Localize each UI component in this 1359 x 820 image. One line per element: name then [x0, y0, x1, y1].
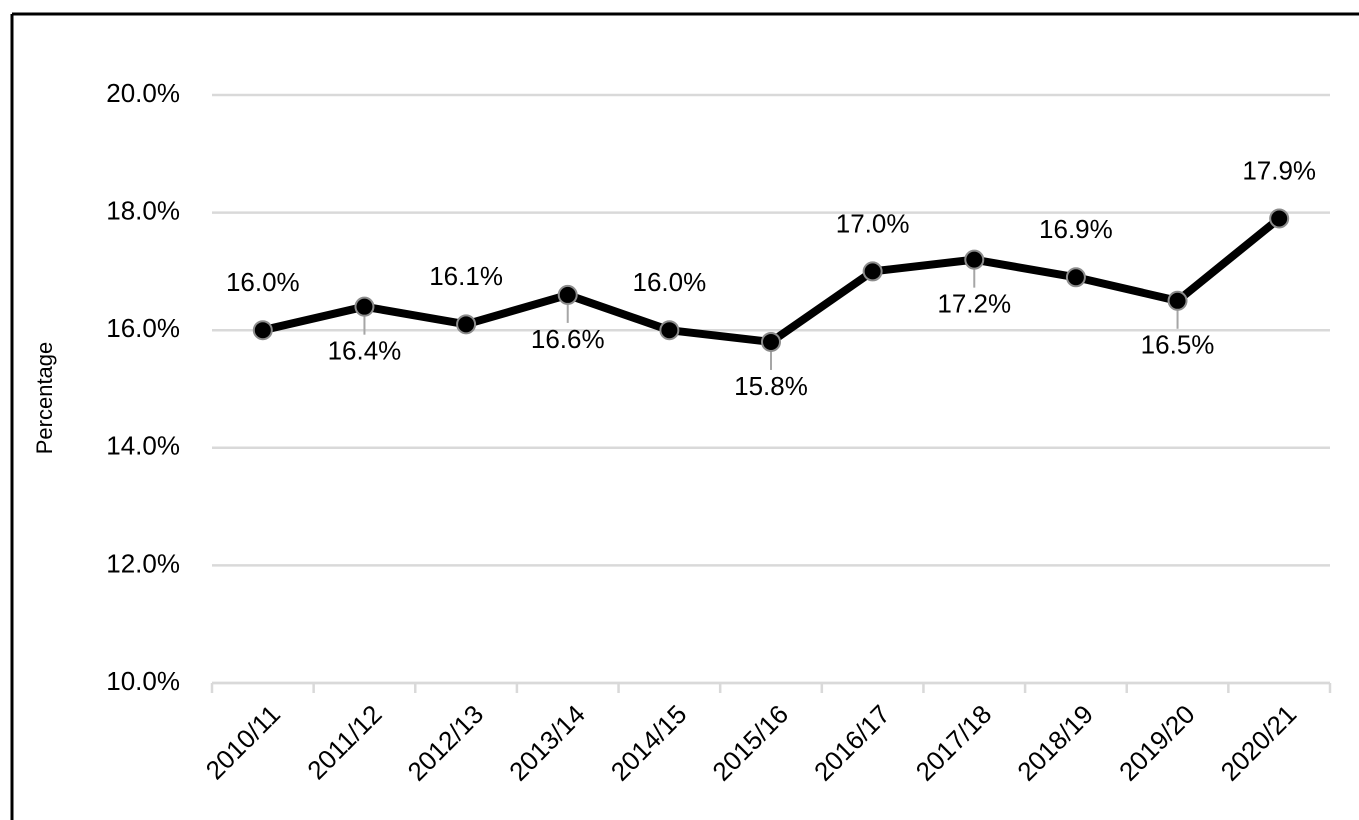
line	[261, 215, 1282, 346]
y-axis-label: Percentage	[32, 342, 57, 455]
x-tick-label: 2018/19	[1011, 699, 1099, 787]
data-label: 15.8%	[734, 371, 808, 401]
x-tick-label: 2010/11	[200, 699, 286, 785]
y-tick-label: 12.0%	[106, 548, 180, 578]
data-label: 16.5%	[1141, 330, 1215, 360]
x-tick-label: 2013/14	[503, 699, 591, 787]
marker	[964, 249, 985, 270]
data-label: 16.6%	[531, 324, 605, 354]
y-tick-label: 20.0%	[106, 78, 180, 108]
x-tick-label: 2012/13	[402, 699, 490, 787]
marker	[862, 261, 883, 282]
x-tick-label: 2017/18	[910, 699, 998, 787]
marker	[659, 320, 680, 341]
x-tick-label: 2016/17	[808, 699, 896, 787]
marker	[557, 284, 578, 305]
data-label: 16.0%	[632, 267, 706, 297]
x-tick-label: 2019/20	[1113, 699, 1201, 787]
x-tick-label: 2020/21	[1215, 699, 1303, 787]
marker	[761, 331, 781, 352]
marker	[456, 314, 477, 335]
data-label: 16.9%	[1039, 214, 1113, 244]
data-label: 16.4%	[328, 336, 402, 366]
marker	[1065, 267, 1086, 288]
data-label: 17.2%	[937, 289, 1011, 319]
x-tick-label: 2011/12	[301, 699, 387, 785]
marker	[1167, 290, 1188, 311]
data-label: 17.0%	[836, 208, 910, 238]
marker	[252, 320, 273, 341]
data-label: 16.1%	[429, 261, 503, 291]
y-tick-label: 16.0%	[106, 313, 180, 343]
data-label: 17.9%	[1242, 155, 1316, 185]
y-tick-label: 14.0%	[106, 431, 180, 461]
marker	[1269, 208, 1290, 229]
data-label: 16.0%	[226, 267, 300, 297]
y-tick-label: 18.0%	[106, 195, 180, 225]
y-tick-label: 10.0%	[106, 666, 180, 696]
x-tick-label: 2014/15	[605, 699, 693, 787]
x-tick-label: 2015/16	[706, 699, 794, 787]
marker	[354, 296, 375, 317]
